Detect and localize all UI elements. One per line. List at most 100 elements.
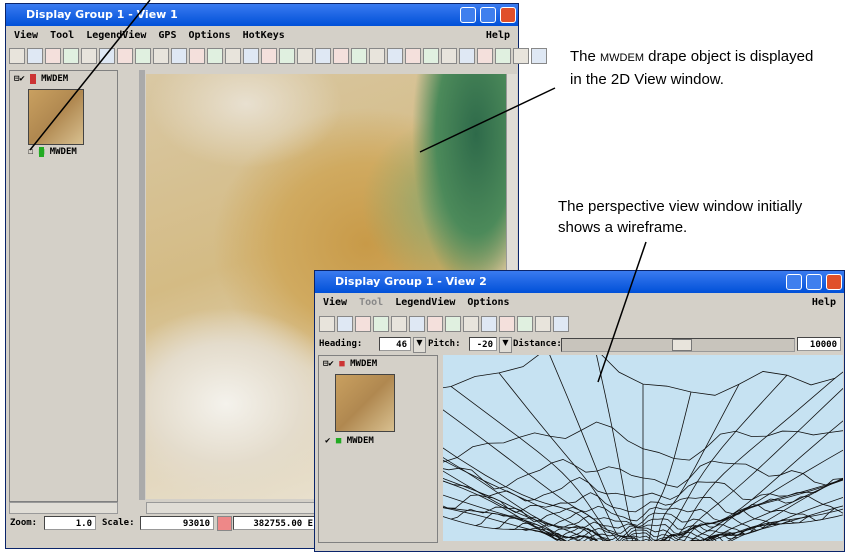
zoom-field[interactable]: 1.0 xyxy=(44,516,96,530)
toolbar-button[interactable] xyxy=(427,316,443,332)
wireframe-line xyxy=(667,372,843,541)
toolbar-button[interactable] xyxy=(391,316,407,332)
toolbar-button[interactable] xyxy=(171,48,187,64)
coordinate-field[interactable]: 382755.00 E xyxy=(233,516,317,530)
minimize-button[interactable] xyxy=(786,274,802,290)
menu-item[interactable]: Help xyxy=(812,295,836,311)
toolbar-button[interactable] xyxy=(117,48,133,64)
title-bar: Display Group 1 - View 2 xyxy=(315,271,844,293)
toolbar-button[interactable] xyxy=(351,48,367,64)
toolbar-button[interactable] xyxy=(445,316,461,332)
position-button[interactable] xyxy=(217,516,232,531)
menu-bar: Help View Tool LegendView Options xyxy=(317,295,842,311)
pitch-field[interactable]: -20 xyxy=(469,337,497,351)
toolbar-button[interactable] xyxy=(243,48,259,64)
close-button[interactable] xyxy=(826,274,842,290)
wireframe-line xyxy=(650,384,739,541)
toolbar-button[interactable] xyxy=(387,48,403,64)
wireframe-line xyxy=(499,373,633,541)
toolbar-button[interactable] xyxy=(297,48,313,64)
control-label: Heading: xyxy=(319,337,362,351)
toolbar-button[interactable] xyxy=(63,48,79,64)
menu-item[interactable]: View xyxy=(14,30,38,41)
toolbar-button[interactable] xyxy=(225,48,241,64)
toolbar-button[interactable] xyxy=(441,48,457,64)
toolbar-button[interactable] xyxy=(463,316,479,332)
menu-item[interactable]: View xyxy=(323,297,347,308)
annotation-text: MWDEM xyxy=(600,52,644,64)
toolbar-button[interactable] xyxy=(495,48,511,64)
scale-field[interactable]: 93010 xyxy=(140,516,214,530)
toolbar-button[interactable] xyxy=(553,316,569,332)
maximize-button[interactable] xyxy=(806,274,822,290)
toolbar-button[interactable] xyxy=(27,48,43,64)
toolbar-button[interactable] xyxy=(45,48,61,64)
toolbar-button[interactable] xyxy=(355,316,371,332)
toolbar-button[interactable] xyxy=(499,316,515,332)
layer-name: MWDEM xyxy=(41,74,68,84)
close-button[interactable] xyxy=(500,7,516,23)
menu-item[interactable]: Tool xyxy=(359,297,383,308)
dropdown-button[interactable]: ▼ xyxy=(499,337,512,353)
menu-item[interactable]: HotKeys xyxy=(243,30,285,41)
toolbar-button[interactable] xyxy=(513,48,529,64)
toolbar-button[interactable] xyxy=(369,48,385,64)
toolbar-button[interactable] xyxy=(481,316,497,332)
wireframe-line xyxy=(660,355,843,541)
window-title: Display Group 1 - View 1 xyxy=(26,8,178,21)
menu-item[interactable]: Tool xyxy=(50,30,74,41)
toolbar-button[interactable] xyxy=(207,48,223,64)
toolbar-button[interactable] xyxy=(409,316,425,332)
menu-item[interactable]: Help xyxy=(486,28,510,44)
splitter[interactable] xyxy=(139,70,145,500)
distance-slider[interactable] xyxy=(561,338,795,352)
maximize-button[interactable] xyxy=(480,7,496,23)
toolbar-button[interactable] xyxy=(135,48,151,64)
status-label: Zoom: xyxy=(10,516,37,530)
page: Display Group 1 - View 1 Help View Tool Leg… xyxy=(0,0,845,552)
layer-name: MWDEM xyxy=(350,359,377,369)
toolbar-button[interactable] xyxy=(315,48,331,64)
perspective-view[interactable] xyxy=(443,355,843,541)
wireframe-line xyxy=(595,355,640,541)
toolbar-button[interactable] xyxy=(517,316,533,332)
control-label: Pitch: xyxy=(428,337,461,351)
wireframe-line xyxy=(443,379,596,541)
slider-thumb[interactable] xyxy=(672,339,692,351)
layer-thumbnail xyxy=(335,374,395,432)
menu-item[interactable]: LegendView xyxy=(86,30,146,41)
toolbar-button[interactable] xyxy=(333,48,349,64)
minimize-button[interactable] xyxy=(460,7,476,23)
toolbar-button[interactable] xyxy=(477,48,493,64)
toolbar-button[interactable] xyxy=(459,48,475,64)
wireframe-line xyxy=(690,375,843,541)
wireframe-line xyxy=(443,384,602,541)
toolbar-button[interactable] xyxy=(189,48,205,64)
heading-field[interactable]: 46 xyxy=(379,337,411,351)
toolbar-button[interactable] xyxy=(405,48,421,64)
toolbar-button[interactable] xyxy=(99,48,115,64)
menu-item[interactable]: LegendView xyxy=(395,297,455,308)
toolbar-button[interactable] xyxy=(337,316,353,332)
menu-item[interactable]: Options xyxy=(467,297,509,308)
toolbar-button[interactable] xyxy=(261,48,277,64)
toolbar-button[interactable] xyxy=(153,48,169,64)
toolbar-button[interactable] xyxy=(319,316,335,332)
layer-row: ✔ ■ MWDEM xyxy=(325,436,374,446)
layer-row: ☐ ■ MWDEM xyxy=(28,147,77,157)
toolbar-button[interactable] xyxy=(535,316,551,332)
toolbar-button[interactable] xyxy=(373,316,389,332)
toolbar-button[interactable] xyxy=(423,48,439,64)
layer-panel: ⊟✔ ■ MWDEM ✔ ■ MWDEM xyxy=(318,355,438,543)
menu-item[interactable]: Options xyxy=(188,30,230,41)
toolbar xyxy=(319,316,569,334)
toolbar-button[interactable] xyxy=(9,48,25,64)
toolbar-button[interactable] xyxy=(531,48,547,64)
scrollbar[interactable] xyxy=(9,502,118,514)
annotation: The perspective view window initially sh… xyxy=(558,196,843,238)
toolbar-button[interactable] xyxy=(279,48,295,64)
dropdown-button[interactable]: ▼ xyxy=(413,337,426,353)
toolbar-button[interactable] xyxy=(81,48,97,64)
distance-field[interactable]: 10000 xyxy=(797,337,841,351)
menu-item[interactable]: GPS xyxy=(158,30,176,41)
